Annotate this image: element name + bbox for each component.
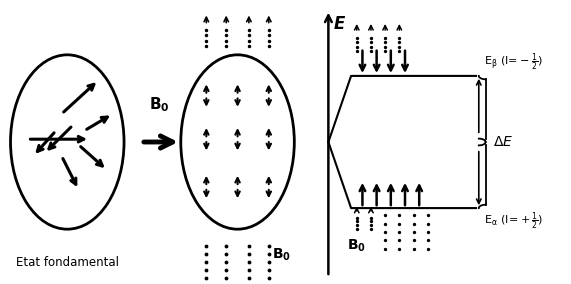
Text: $\mathbf{B_0}$: $\mathbf{B_0}$ (272, 246, 291, 263)
Text: $\mathrm{E_{\beta}\ (I\!=\!-\frac{1}{2})}$: $\mathrm{E_{\beta}\ (I\!=\!-\frac{1}{2})… (484, 52, 544, 73)
Text: $\mathrm{E_{\alpha}\ (I\!=\!+\frac{1}{2})}$: $\mathrm{E_{\alpha}\ (I\!=\!+\frac{1}{2}… (484, 211, 544, 232)
Text: $\mathbf{B_0}$: $\mathbf{B_0}$ (150, 95, 170, 114)
Text: E: E (334, 15, 345, 34)
Text: $\mathbf{B_0}$: $\mathbf{B_0}$ (347, 238, 366, 254)
Text: $\Delta E$: $\Delta E$ (493, 135, 513, 149)
Text: Etat fondamental: Etat fondamental (16, 256, 119, 269)
